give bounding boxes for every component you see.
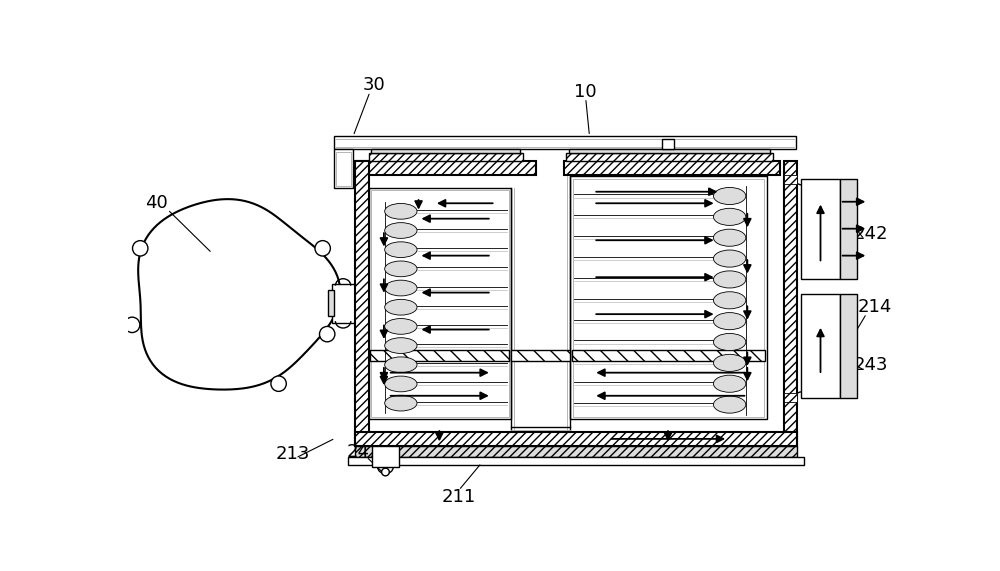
Ellipse shape xyxy=(385,357,417,373)
Ellipse shape xyxy=(713,292,746,309)
Bar xyxy=(572,349,765,361)
Bar xyxy=(372,446,399,468)
Ellipse shape xyxy=(385,223,417,238)
Text: 10: 10 xyxy=(574,83,597,100)
Bar xyxy=(840,179,857,279)
Ellipse shape xyxy=(385,395,417,411)
Bar xyxy=(662,139,674,148)
Ellipse shape xyxy=(713,187,746,204)
Bar xyxy=(332,284,355,323)
Ellipse shape xyxy=(385,203,417,219)
Bar xyxy=(355,446,797,457)
Bar xyxy=(840,294,857,398)
Ellipse shape xyxy=(713,250,746,267)
Bar xyxy=(784,393,797,402)
Ellipse shape xyxy=(385,299,417,315)
Bar xyxy=(371,150,520,153)
Circle shape xyxy=(133,240,148,256)
Ellipse shape xyxy=(713,355,746,371)
Ellipse shape xyxy=(385,242,417,258)
Text: 243: 243 xyxy=(853,356,888,374)
Circle shape xyxy=(315,240,330,256)
Bar xyxy=(801,179,840,279)
Text: 40: 40 xyxy=(145,194,168,212)
Ellipse shape xyxy=(385,319,417,334)
Bar xyxy=(355,161,536,175)
Circle shape xyxy=(124,317,140,332)
Bar xyxy=(334,150,353,188)
Ellipse shape xyxy=(713,375,746,392)
Bar xyxy=(328,290,334,316)
Text: 242: 242 xyxy=(853,225,888,243)
Ellipse shape xyxy=(385,376,417,392)
Text: 214: 214 xyxy=(857,298,892,316)
Ellipse shape xyxy=(713,333,746,351)
Ellipse shape xyxy=(713,229,746,246)
Text: 244: 244 xyxy=(679,150,713,168)
Text: 30: 30 xyxy=(363,77,385,94)
Bar xyxy=(370,349,509,361)
Circle shape xyxy=(319,327,335,342)
Bar xyxy=(355,432,797,446)
Ellipse shape xyxy=(713,208,746,226)
Ellipse shape xyxy=(713,271,746,288)
Text: 241: 241 xyxy=(347,443,381,461)
Bar xyxy=(336,152,351,186)
Ellipse shape xyxy=(385,261,417,277)
Ellipse shape xyxy=(385,337,417,353)
Bar xyxy=(564,161,780,175)
Bar xyxy=(371,190,509,417)
Ellipse shape xyxy=(713,312,746,329)
Text: 213: 213 xyxy=(276,444,310,463)
Ellipse shape xyxy=(713,396,746,413)
Bar xyxy=(801,294,840,398)
Ellipse shape xyxy=(385,280,417,296)
Circle shape xyxy=(382,468,389,476)
Bar xyxy=(784,161,797,446)
Text: 211: 211 xyxy=(441,488,476,506)
Bar xyxy=(573,179,764,417)
Circle shape xyxy=(271,376,286,391)
Bar xyxy=(569,150,770,153)
Bar xyxy=(348,457,804,465)
Bar xyxy=(570,176,767,419)
Bar xyxy=(334,136,796,150)
Bar xyxy=(566,153,773,161)
Bar xyxy=(369,153,523,161)
Bar xyxy=(355,161,369,446)
Bar xyxy=(784,175,797,184)
Bar xyxy=(511,349,570,361)
Bar xyxy=(369,188,511,419)
